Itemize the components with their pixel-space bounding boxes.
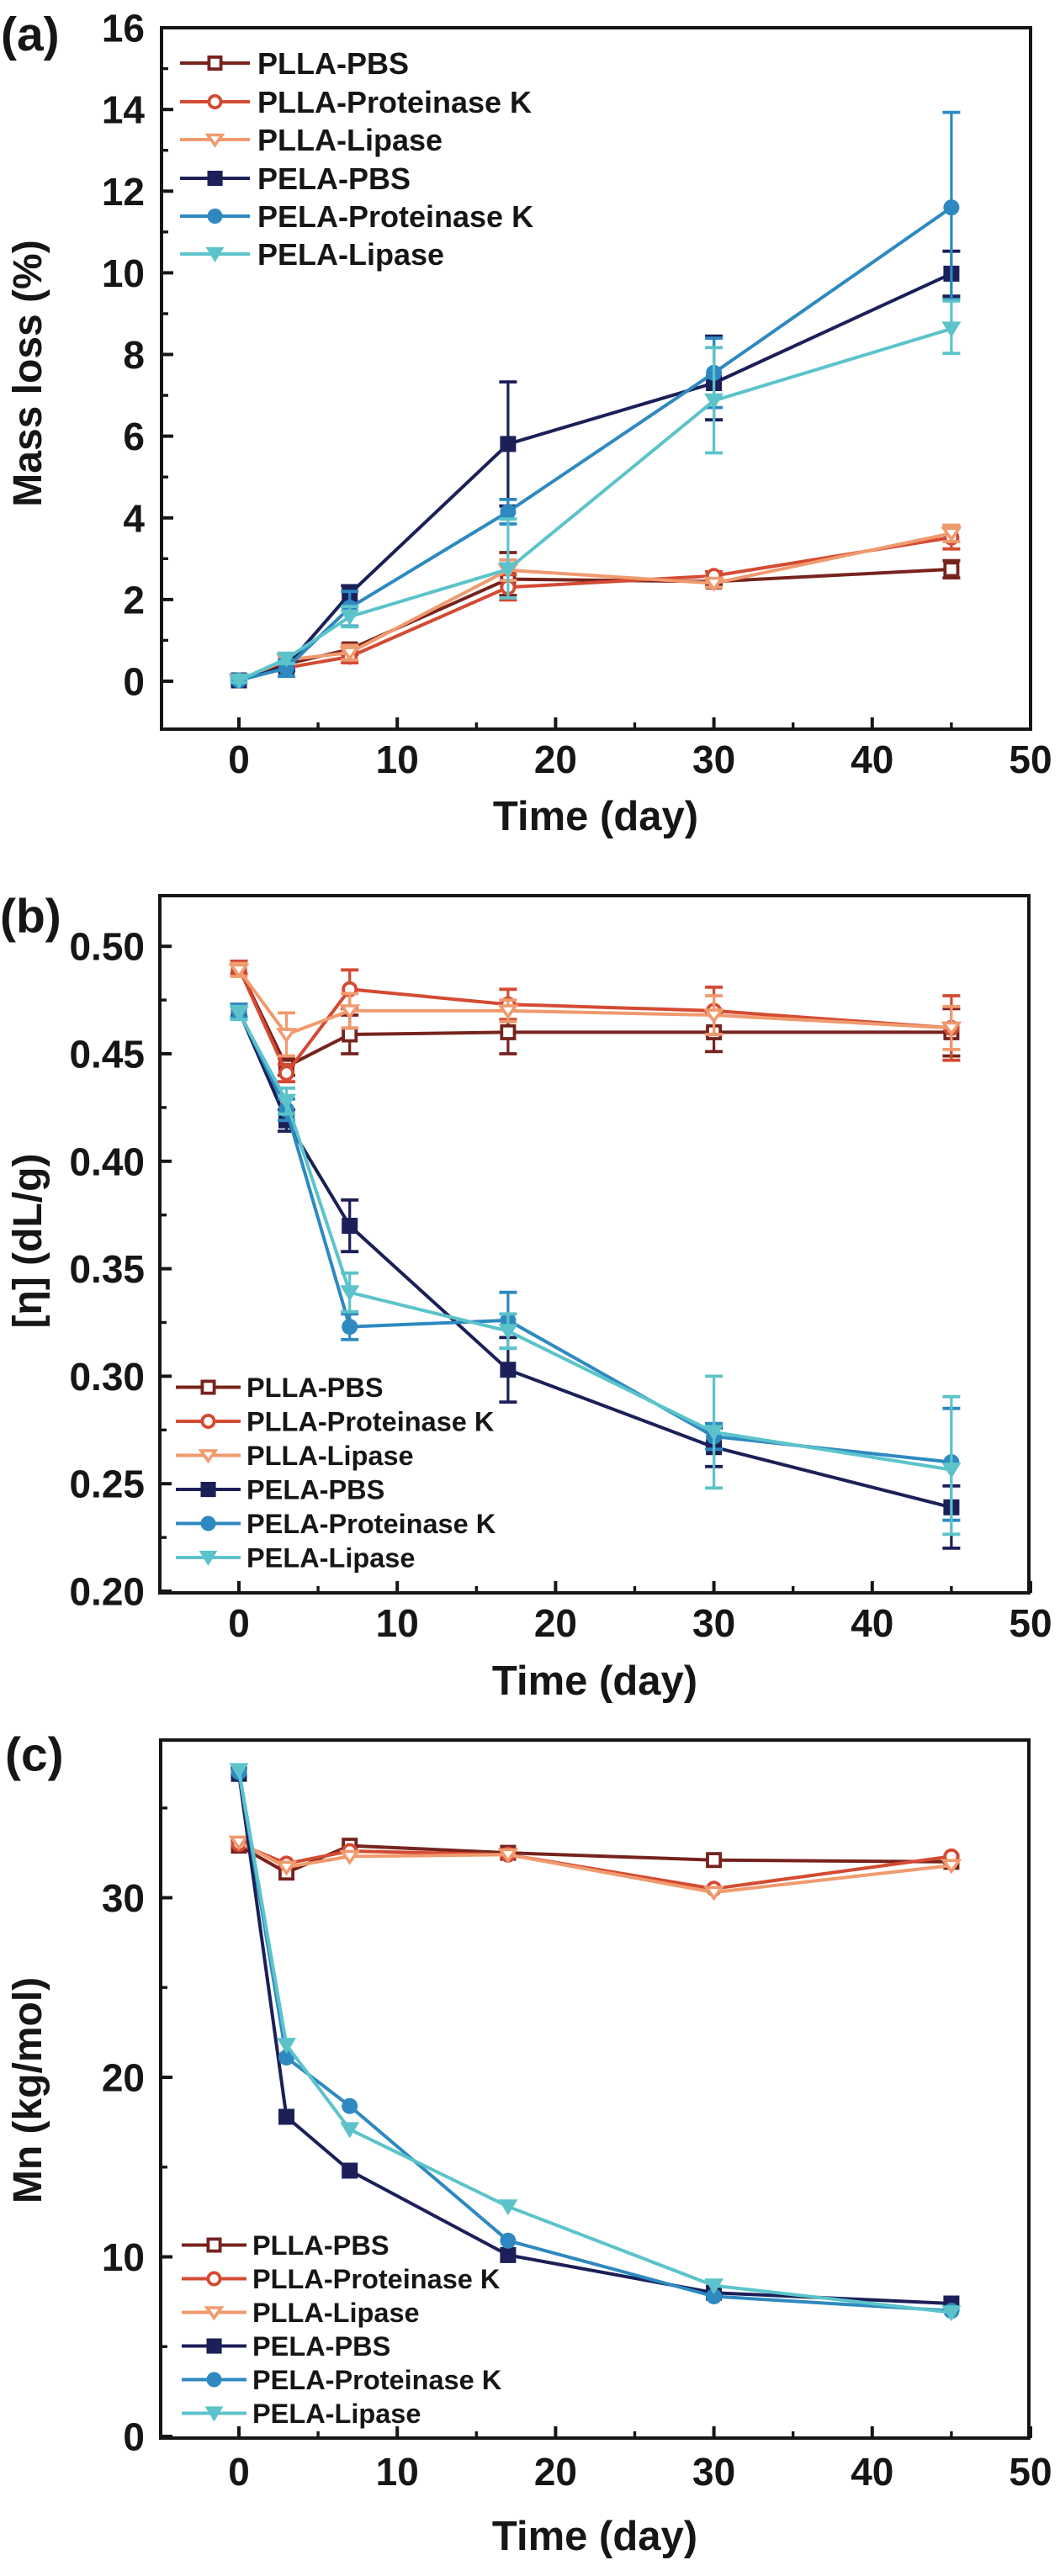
svg-text:(a): (a) xyxy=(1,8,60,61)
svg-text:8: 8 xyxy=(123,333,145,377)
svg-text:PELA-PBS: PELA-PBS xyxy=(246,1475,384,1505)
svg-text:10: 10 xyxy=(102,2235,145,2279)
svg-text:PELA-Proteinase K: PELA-Proteinase K xyxy=(246,1509,496,1539)
svg-text:4: 4 xyxy=(123,496,145,540)
svg-text:16: 16 xyxy=(102,7,145,50)
svg-text:30: 30 xyxy=(692,738,735,781)
svg-text:30: 30 xyxy=(692,1601,735,1645)
svg-text:Time (day): Time (day) xyxy=(492,2514,697,2559)
svg-text:(c): (c) xyxy=(5,1728,64,1782)
svg-text:PLLA-Lipase: PLLA-Lipase xyxy=(252,2298,420,2328)
svg-text:20: 20 xyxy=(534,2450,577,2494)
svg-text:0.50: 0.50 xyxy=(69,925,145,969)
svg-text:6: 6 xyxy=(123,415,145,458)
svg-text:PLLA-PBS: PLLA-PBS xyxy=(257,46,409,81)
svg-text:12: 12 xyxy=(102,170,145,214)
svg-text:[η] (dL/g): [η] (dL/g) xyxy=(6,1154,50,1329)
svg-text:10: 10 xyxy=(376,738,419,781)
svg-text:PELA-PBS: PELA-PBS xyxy=(252,2331,390,2362)
svg-text:20: 20 xyxy=(534,1601,577,1645)
svg-text:PELA-Lipase: PELA-Lipase xyxy=(246,1543,415,1574)
svg-text:10: 10 xyxy=(102,251,145,295)
svg-text:30: 30 xyxy=(102,1876,145,1920)
svg-text:PELA-Lipase: PELA-Lipase xyxy=(252,2399,421,2429)
svg-text:(b): (b) xyxy=(0,890,61,944)
svg-text:40: 40 xyxy=(851,1601,893,1645)
svg-text:0: 0 xyxy=(228,2450,250,2494)
svg-text:PLLA-Proteinase K: PLLA-Proteinase K xyxy=(246,1407,495,1437)
svg-text:50: 50 xyxy=(1009,2450,1052,2494)
svg-text:PLLA-Proteinase K: PLLA-Proteinase K xyxy=(257,85,532,119)
svg-text:10: 10 xyxy=(376,2450,419,2494)
svg-text:0.35: 0.35 xyxy=(69,1247,145,1291)
svg-text:PLLA-PBS: PLLA-PBS xyxy=(252,2230,390,2261)
svg-text:14: 14 xyxy=(102,88,146,132)
svg-text:PELA-PBS: PELA-PBS xyxy=(257,161,411,196)
svg-text:0.20: 0.20 xyxy=(69,1570,145,1614)
svg-text:0.30: 0.30 xyxy=(69,1355,145,1399)
svg-text:Mass loss (%): Mass loss (%) xyxy=(6,240,50,506)
svg-text:20: 20 xyxy=(102,2056,145,2100)
svg-text:0: 0 xyxy=(228,738,250,781)
svg-text:PELA-Proteinase K: PELA-Proteinase K xyxy=(252,2365,502,2395)
svg-text:Mn (kg/mol): Mn (kg/mol) xyxy=(6,1977,50,2203)
svg-text:PLLA-Proteinase K: PLLA-Proteinase K xyxy=(252,2264,501,2294)
svg-text:PLLA-Lipase: PLLA-Lipase xyxy=(257,123,443,157)
svg-text:PELA-Proteinase K: PELA-Proteinase K xyxy=(257,199,533,234)
svg-text:30: 30 xyxy=(692,2450,735,2494)
svg-text:0.25: 0.25 xyxy=(69,1463,145,1506)
svg-text:0: 0 xyxy=(123,2415,145,2459)
svg-text:0.45: 0.45 xyxy=(69,1033,145,1076)
svg-text:50: 50 xyxy=(1009,1601,1052,1645)
svg-text:10: 10 xyxy=(376,1601,419,1645)
svg-text:PELA-Lipase: PELA-Lipase xyxy=(257,237,444,272)
svg-text:PLLA-PBS: PLLA-PBS xyxy=(246,1373,384,1403)
svg-text:20: 20 xyxy=(534,738,577,781)
svg-text:Time (day): Time (day) xyxy=(492,1658,697,1704)
svg-text:0.40: 0.40 xyxy=(69,1140,145,1183)
svg-text:PLLA-Lipase: PLLA-Lipase xyxy=(246,1441,414,1471)
svg-text:0: 0 xyxy=(228,1601,250,1645)
svg-text:2: 2 xyxy=(123,578,145,622)
svg-text:50: 50 xyxy=(1009,738,1052,781)
svg-text:0: 0 xyxy=(123,660,145,704)
svg-text:40: 40 xyxy=(851,738,893,781)
svg-text:Time (day): Time (day) xyxy=(493,794,698,839)
svg-text:40: 40 xyxy=(851,2450,893,2494)
